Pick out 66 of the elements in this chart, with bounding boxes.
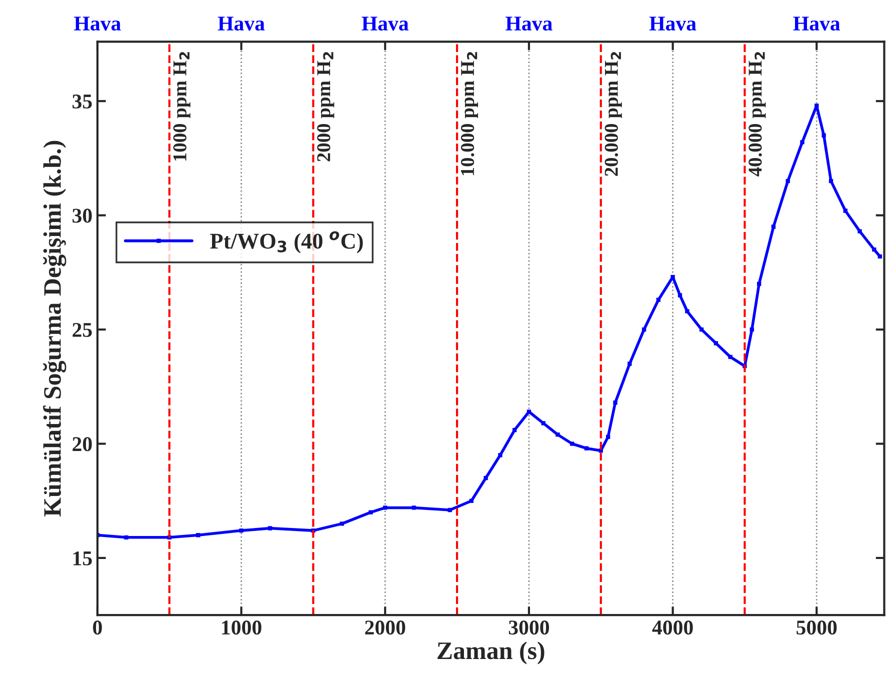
point	[828, 178, 834, 184]
text: Hava	[74, 16, 121, 31]
point	[699, 327, 704, 332]
text: Hava	[793, 16, 840, 31]
ref-line-label: 20.000 ppm H$_{2}$	[604, 52, 622, 176]
y-tick-label: 35	[72, 94, 92, 109]
point	[872, 247, 876, 252]
y-tick-label: 30	[72, 208, 92, 223]
point	[685, 309, 690, 314]
point	[814, 104, 819, 108]
point	[570, 442, 574, 446]
point	[858, 229, 862, 234]
point	[541, 421, 546, 426]
x-tick-label: 3000	[508, 620, 549, 635]
point	[412, 506, 416, 510]
point	[268, 526, 272, 530]
point	[512, 428, 517, 432]
point	[498, 453, 502, 458]
point	[750, 327, 754, 332]
ref-line-label: 1000 ppm H$_{2}$	[173, 52, 190, 161]
point	[124, 535, 128, 540]
legend-label: Pt/WO$_{3}$ (40 $^{o}$C)	[210, 231, 363, 254]
point	[656, 298, 660, 302]
point	[878, 254, 882, 259]
point	[340, 522, 344, 526]
text: Hava	[506, 16, 552, 31]
point	[613, 400, 618, 405]
point	[584, 446, 589, 450]
y-tick-label: 25	[72, 322, 92, 337]
point	[368, 510, 373, 514]
point	[196, 533, 200, 538]
ref-line-label: 10.000 ppm H$_{2}$	[460, 52, 478, 176]
point	[628, 362, 632, 366]
x-tick-label: 0	[93, 620, 102, 635]
point	[670, 274, 675, 280]
point	[239, 528, 244, 533]
point	[383, 506, 388, 510]
point	[728, 354, 732, 360]
text: Hava	[362, 16, 409, 31]
point	[771, 224, 776, 229]
text: Hava	[218, 16, 265, 31]
ref-line-label: 40.000 ppm H$_{2}$	[748, 52, 766, 176]
x-tick-label: 2000	[365, 620, 406, 635]
x-tick-label: 5000	[796, 620, 837, 635]
point	[642, 327, 646, 332]
point	[843, 208, 848, 213]
point	[757, 282, 762, 286]
y-axis-title: Kümülatif Soğurma Değişimi (k.b.)	[43, 140, 66, 517]
point	[448, 508, 452, 512]
point	[484, 476, 488, 480]
point	[714, 341, 718, 346]
text: Hava	[649, 16, 696, 31]
point	[800, 140, 804, 144]
point	[786, 178, 790, 184]
y-tick-label: 15	[73, 551, 92, 566]
point	[606, 434, 610, 439]
point	[678, 293, 682, 298]
point	[556, 432, 560, 437]
point	[469, 498, 474, 503]
x-tick-label: 4000	[652, 620, 693, 635]
point	[526, 410, 532, 414]
x-axis-title: Zaman (s)	[438, 642, 544, 664]
point	[822, 133, 826, 138]
y-tick-label: 20	[72, 437, 92, 452]
ref-line-label: 2000 ppm H$_{2}$	[317, 52, 334, 162]
x-tick-label: 1000	[222, 620, 262, 635]
